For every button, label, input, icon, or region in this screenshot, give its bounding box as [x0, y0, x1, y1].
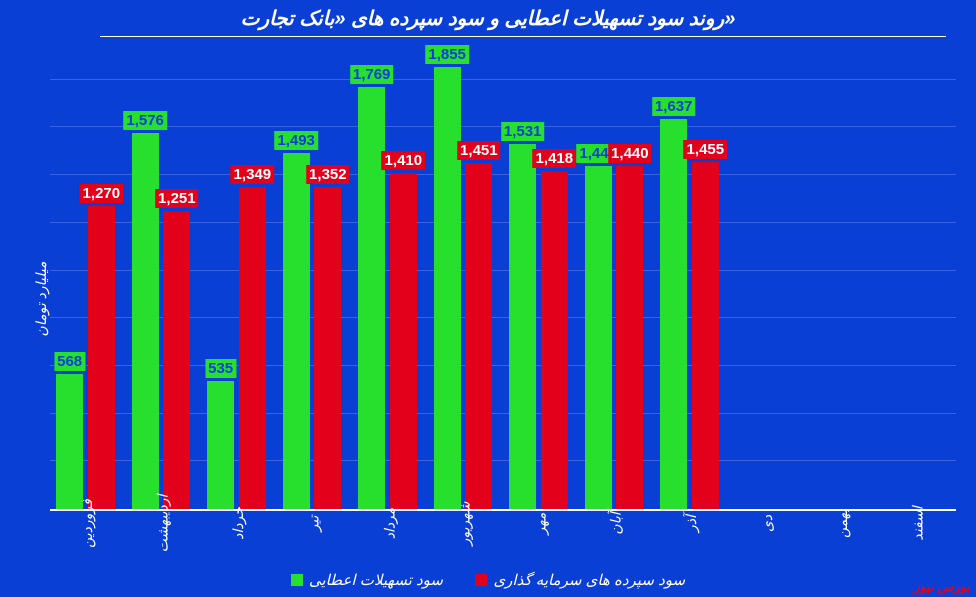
bar-green [509, 144, 536, 509]
bar-red [390, 173, 417, 509]
bar-red [88, 206, 115, 509]
data-label: 1,531 [501, 122, 545, 141]
bars: 5681,2701,5761,2515351,3491,4931,3521,76… [50, 44, 956, 509]
title-underline [100, 36, 946, 37]
plot-area: 5681,2701,5761,2515351,3491,4931,3521,76… [50, 44, 956, 511]
legend-swatch-green [291, 574, 303, 586]
x-axis-label: مرداد [352, 513, 428, 553]
bar-group: 1,637 1,455 [654, 44, 730, 509]
x-axis-label: تیر [277, 513, 353, 553]
bar-group: 1,855 1,451 [428, 44, 504, 509]
data-label: 535 [205, 359, 236, 378]
x-axis-label: آذر [654, 513, 730, 553]
x-axis-label: بهمن [805, 513, 881, 553]
bar-group: 1,576 1,251 [126, 44, 202, 509]
data-label: 1,493 [274, 131, 318, 150]
data-label: 1,410 [382, 151, 426, 170]
bar-red [465, 163, 492, 509]
data-label: 1,440 [608, 144, 652, 163]
data-label: 1,349 [231, 165, 275, 184]
bar-green [660, 119, 687, 509]
x-axis-labels: فروردیناردیبهشتخردادتیرمردادشهریورمهرآبا… [50, 513, 956, 553]
y-axis-label: میلیارد تومان [33, 261, 50, 336]
bar-green [283, 153, 310, 509]
bar-red [163, 211, 190, 509]
bar-group: 1,493 1,352 [277, 44, 353, 509]
bar-group: 1,4401,440 [579, 44, 655, 509]
bar-red [314, 187, 341, 509]
data-label: 1,270 [80, 184, 124, 203]
x-axis-label: دی [730, 513, 806, 553]
legend-swatch-red [475, 574, 487, 586]
data-label: 1,418 [533, 149, 577, 168]
bar-red [616, 166, 643, 509]
data-label: 1,769 [350, 65, 394, 84]
data-label: 1,576 [123, 111, 167, 130]
bar-group [730, 44, 806, 509]
x-axis-label: شهریور [428, 513, 504, 553]
bar-group: 535 1,349 [201, 44, 277, 509]
legend-item-red: سود سپرده های سرمایه گذاری [475, 571, 685, 589]
data-label: 1,637 [652, 97, 696, 116]
chart-container: روند سود تسهیلات اعطایی و سود سپرده های … [0, 0, 976, 597]
bar-group: 1,769 1,410 [352, 44, 428, 509]
bar-green [585, 166, 612, 509]
x-axis-label: خرداد [201, 513, 277, 553]
legend-item-green: سود تسهیلات اعطایی [291, 571, 443, 589]
bar-group: 568 1,270 [50, 44, 126, 509]
watermark: بورس نیوز [913, 579, 970, 595]
bar-red [541, 171, 568, 509]
x-axis-label: مهر [503, 513, 579, 553]
bar-group: 1,531 1,418 [503, 44, 579, 509]
bar-green [56, 374, 83, 509]
data-label: 1,251 [155, 189, 199, 208]
x-axis-label: فروردین [50, 513, 126, 553]
bar-group [881, 44, 957, 509]
legend: سود تسهیلات اعطایی سود سپرده های سرمایه … [0, 571, 976, 591]
bar-green [434, 67, 461, 509]
legend-label-green: سود تسهیلات اعطایی [309, 571, 443, 589]
data-label: 1,352 [306, 165, 350, 184]
x-axis-label: اردیبهشت [126, 513, 202, 553]
bar-red [692, 162, 719, 509]
data-label: 1,455 [684, 140, 728, 159]
chart-title: روند سود تسهیلات اعطایی و سود سپرده های … [0, 6, 976, 31]
legend-label-red: سود سپرده های سرمایه گذاری [493, 571, 685, 589]
bar-group [805, 44, 881, 509]
data-label: 1,855 [425, 45, 469, 64]
data-label: 1,451 [457, 141, 501, 160]
x-axis-label: اسفند [881, 513, 957, 553]
bar-red [239, 187, 266, 509]
x-axis-label: آبان [579, 513, 655, 553]
data-label: 568 [54, 352, 85, 371]
bar-green [207, 381, 234, 509]
